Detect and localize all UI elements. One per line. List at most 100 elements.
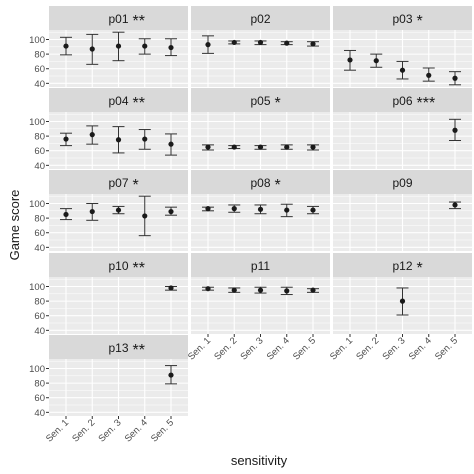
data-point bbox=[452, 127, 458, 133]
panel-p04: p04 ** 40 60 80 100 bbox=[29, 88, 188, 172]
significance-stars: *** bbox=[417, 95, 436, 112]
data-point bbox=[284, 40, 290, 46]
significance-stars: ** bbox=[133, 13, 145, 30]
x-tick-label: Sen. 5 bbox=[433, 335, 460, 362]
x-tick-label: Sen. 1 bbox=[186, 335, 213, 362]
panel-p13: p13 ** 40 60 80 100 Sen. 1 Sen. 2 Sen. 3 Sen. 4 Se… bbox=[29, 335, 188, 445]
data-point bbox=[142, 43, 148, 49]
x-tick-label: Sen. 1 bbox=[328, 335, 355, 362]
panel-p05: p05 * bbox=[191, 88, 330, 169]
panel-p10: p10 ** 40 60 80 100 bbox=[29, 253, 188, 337]
strip-title: p06 bbox=[392, 94, 412, 108]
strip-background bbox=[49, 88, 188, 112]
panel-p09: p09 bbox=[333, 170, 472, 251]
significance-stars: * bbox=[133, 177, 139, 194]
panel-p07: p07 * 40 60 80 100 bbox=[29, 170, 188, 254]
y-tick-label: 60 bbox=[34, 393, 45, 404]
y-tick-label: 100 bbox=[29, 199, 45, 210]
x-tick-label: Sen. 3 bbox=[380, 335, 407, 362]
strip-background bbox=[49, 253, 188, 277]
significance-stars: ** bbox=[133, 342, 145, 359]
data-point bbox=[310, 41, 316, 47]
strip-title: p02 bbox=[250, 12, 270, 26]
data-point bbox=[115, 43, 122, 49]
data-point bbox=[399, 298, 406, 304]
data-point bbox=[168, 208, 174, 215]
y-tick-label: 100 bbox=[29, 364, 45, 375]
y-tick-label: 80 bbox=[34, 132, 45, 143]
x-tick-label: Sen. 5 bbox=[291, 335, 318, 362]
data-point bbox=[347, 57, 353, 63]
significance-stars: ** bbox=[133, 260, 145, 277]
data-point bbox=[63, 136, 69, 142]
data-point bbox=[452, 75, 458, 81]
data-point bbox=[284, 207, 290, 213]
strip-title: p12 bbox=[392, 259, 412, 273]
x-tick-label: Sen. 4 bbox=[123, 417, 150, 444]
y-tick-label: 60 bbox=[34, 146, 45, 157]
data-point bbox=[115, 137, 122, 143]
strip-title: p04 bbox=[108, 94, 128, 108]
y-tick-label: 100 bbox=[29, 35, 45, 46]
significance-stars: * bbox=[417, 260, 423, 277]
significance-stars: * bbox=[275, 95, 281, 112]
x-tick-label: Sen. 3 bbox=[238, 335, 265, 362]
data-point bbox=[89, 132, 95, 138]
x-tick-label: Sen. 2 bbox=[354, 335, 381, 362]
y-tick-label: 80 bbox=[34, 379, 45, 390]
significance-stars: * bbox=[417, 13, 423, 30]
x-tick-label: Sen. 2 bbox=[70, 417, 97, 444]
y-tick-label: 40 bbox=[34, 161, 45, 172]
data-point bbox=[257, 39, 264, 46]
strip-title: p08 bbox=[250, 176, 270, 190]
strip-background bbox=[191, 88, 330, 112]
data-point bbox=[142, 136, 148, 142]
strip-title: p13 bbox=[108, 341, 128, 355]
panel-p11: p11 Sen. 1 Sen. 2 Sen. 3 Sen. 4 Sen. 5 bbox=[186, 253, 330, 363]
panel-p12: p12 * Sen. 1 Sen. 2 Sen. 3 Sen. 4 Sen. 5 bbox=[328, 253, 472, 363]
data-point bbox=[205, 42, 211, 48]
x-tick-label: Sen. 2 bbox=[212, 335, 239, 362]
data-point bbox=[310, 287, 316, 293]
strip-background bbox=[333, 88, 472, 112]
y-tick-label: 40 bbox=[34, 79, 45, 90]
data-point bbox=[115, 207, 122, 213]
data-point bbox=[168, 285, 174, 291]
strip-background bbox=[191, 253, 330, 277]
data-point bbox=[63, 211, 69, 218]
panel-p03: p03 * bbox=[333, 6, 472, 87]
data-point bbox=[284, 144, 290, 150]
x-tick-label: Sen. 3 bbox=[96, 417, 123, 444]
panel-p01: p01 ** 40 60 80 100 bbox=[29, 6, 188, 90]
y-tick-label: 40 bbox=[34, 326, 45, 337]
strip-background bbox=[49, 6, 188, 30]
data-point bbox=[205, 206, 211, 212]
strip-title: p03 bbox=[392, 12, 412, 26]
strip-title: p01 bbox=[108, 12, 128, 26]
strip-background bbox=[191, 6, 330, 30]
strip-background bbox=[333, 170, 472, 194]
data-point bbox=[257, 287, 264, 293]
data-point bbox=[168, 141, 174, 147]
panel-p08: p08 * bbox=[191, 170, 330, 251]
strip-background bbox=[49, 335, 188, 359]
strip-background bbox=[191, 170, 330, 194]
data-point bbox=[257, 206, 264, 212]
data-point bbox=[89, 46, 95, 52]
data-point bbox=[168, 372, 174, 378]
y-axis-title: Game score bbox=[7, 190, 22, 261]
data-point bbox=[168, 44, 174, 51]
strip-background bbox=[49, 170, 188, 194]
y-tick-label: 100 bbox=[29, 282, 45, 293]
data-point bbox=[205, 286, 211, 292]
y-tick-label: 80 bbox=[34, 214, 45, 225]
data-point bbox=[284, 288, 290, 294]
y-tick-label: 80 bbox=[34, 297, 45, 308]
significance-stars: ** bbox=[133, 95, 145, 112]
x-tick-label: Sen. 5 bbox=[149, 417, 176, 444]
strip-background bbox=[333, 253, 472, 277]
data-point bbox=[231, 39, 237, 46]
y-tick-label: 80 bbox=[34, 50, 45, 61]
